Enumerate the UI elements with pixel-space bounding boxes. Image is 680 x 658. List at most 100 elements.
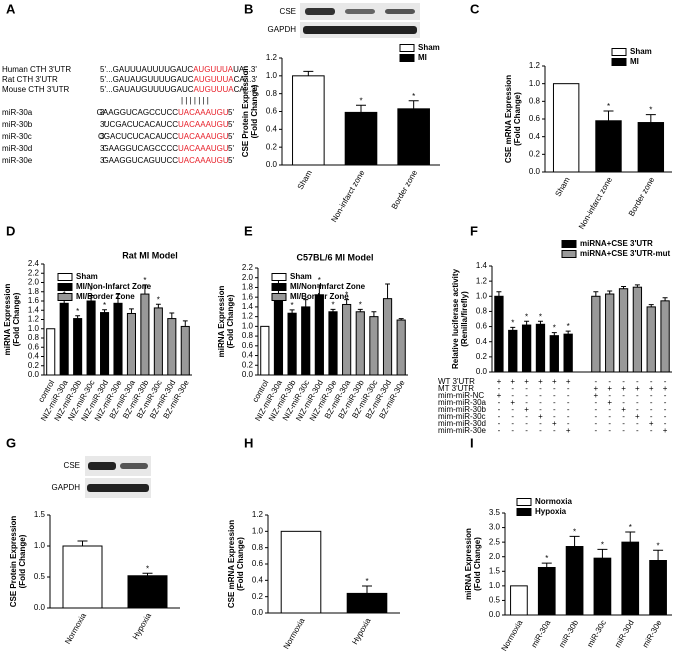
bar (100, 312, 110, 376)
condition-mark: - (539, 391, 542, 400)
y-tick-label: 0.8 (252, 543, 264, 552)
bar (292, 75, 325, 166)
blot-band (88, 462, 116, 470)
significance-star: * (649, 106, 652, 115)
x-tick-label: miR-30e (641, 618, 664, 649)
condition-mark: - (511, 419, 514, 428)
seq-part: CA...3' (234, 75, 258, 84)
y-tick-label: 3.0 (489, 523, 501, 532)
condition-mark: + (524, 405, 529, 414)
condition-label: mim-miR-30a (438, 398, 487, 407)
condition-label: MT 3'UTR (438, 384, 474, 393)
legend-swatch (611, 48, 627, 56)
seq-part: CA...3' (234, 85, 258, 94)
significance-star: * (345, 291, 348, 300)
bar (521, 324, 532, 373)
error-bar (303, 70, 314, 76)
panel-label: A (6, 1, 16, 16)
condition-mark: - (525, 391, 528, 400)
condition-mark: - (595, 405, 598, 414)
y-tick-label: 0.2 (242, 360, 254, 369)
condition-mark: - (664, 412, 667, 421)
y-tick-label: 0.0 (266, 160, 278, 169)
panel-label: H (244, 435, 253, 450)
legend-swatch (561, 250, 577, 258)
significance-star: * (76, 307, 79, 316)
legend-swatch (561, 240, 577, 248)
y-tick-label: 0.0 (489, 610, 501, 619)
condition-mark: - (608, 419, 611, 428)
seq-part: UA...3' (233, 65, 257, 74)
condition-mark: - (498, 384, 501, 393)
condition-mark: - (622, 391, 625, 400)
condition-mark: + (649, 419, 654, 428)
legend-swatch (271, 283, 287, 291)
y-tick-label: 0.4 (242, 351, 254, 360)
significance-star: * (157, 295, 160, 304)
panel-label: F (470, 223, 478, 238)
blot-label: GAPDH (52, 483, 81, 492)
bar (273, 296, 284, 376)
legend-label: MI (418, 53, 427, 62)
mirna-end: 5' (228, 144, 234, 153)
condition-mark: + (552, 419, 557, 428)
condition-mark: + (552, 377, 557, 386)
y-tick-label: 0.2 (266, 142, 278, 151)
condition-mark: - (636, 405, 639, 414)
condition-mark: - (664, 391, 667, 400)
panel-label: I (470, 435, 474, 450)
bar (62, 545, 103, 609)
condition-label: WT 3'UTR (438, 377, 475, 386)
legend-swatch (57, 273, 73, 281)
legend-label: MI (630, 57, 639, 66)
condition-mark: - (650, 412, 653, 421)
y-tick-label: 1.0 (252, 526, 264, 535)
seq-part: CGACUCUCACAUCC (98, 132, 178, 141)
legend-swatch (271, 273, 287, 281)
significance-star: * (90, 287, 93, 296)
condition-mark: - (622, 426, 625, 435)
y-tick-label: 0.2 (28, 361, 40, 370)
y-tick-label: 1.6 (242, 292, 254, 301)
y-tick-label: 2.2 (28, 268, 40, 277)
condition-mark: - (622, 398, 625, 407)
bar (328, 311, 338, 376)
legend-swatch (271, 293, 287, 301)
blot-band (87, 484, 149, 492)
error-bar (648, 304, 654, 307)
significance-star: * (318, 276, 321, 285)
target-seq: 5'...GAUAUGUUUUGAUCAUGUUUACA...3' (100, 75, 258, 84)
y-tick-label: 1.4 (28, 305, 40, 314)
error-bar (362, 585, 372, 594)
error-bar (356, 104, 366, 113)
bar (59, 302, 69, 376)
condition-mark: + (538, 412, 543, 421)
condition-mark: - (567, 419, 570, 428)
y-tick-label: 1.2 (476, 276, 488, 285)
error-bar (645, 114, 656, 123)
legend-label: MI/Non-Infarct Zone (76, 282, 152, 291)
y-axis-label: (Fold Change) (226, 294, 235, 348)
error-bar (496, 291, 502, 297)
condition-mark: - (511, 384, 514, 393)
mirna-end: 3' (100, 144, 106, 153)
condition-mark: - (650, 377, 653, 386)
x-tick-label: Normoxia (282, 616, 307, 651)
condition-mark: - (553, 426, 556, 435)
mirna-seed: UACAAAUGU (178, 108, 229, 117)
condition-mark: + (566, 426, 571, 435)
x-tick-label: miR-30d (613, 619, 636, 650)
bar (180, 325, 190, 376)
significance-star: * (103, 301, 106, 310)
y-tick-label: 0.6 (252, 559, 264, 568)
condition-mark: - (553, 391, 556, 400)
legend-label: MI/Non-Infarct Zone (290, 282, 366, 291)
y-tick-label: 2.2 (242, 263, 254, 272)
condition-mark: - (636, 377, 639, 386)
legend-label: Normoxia (535, 497, 572, 506)
condition-mark: - (511, 426, 514, 435)
error-bar (142, 284, 148, 295)
mirna-seq: GAAGGUCAGCCUCC (97, 108, 179, 117)
y-axis-label: miRNA Expression (464, 528, 473, 600)
